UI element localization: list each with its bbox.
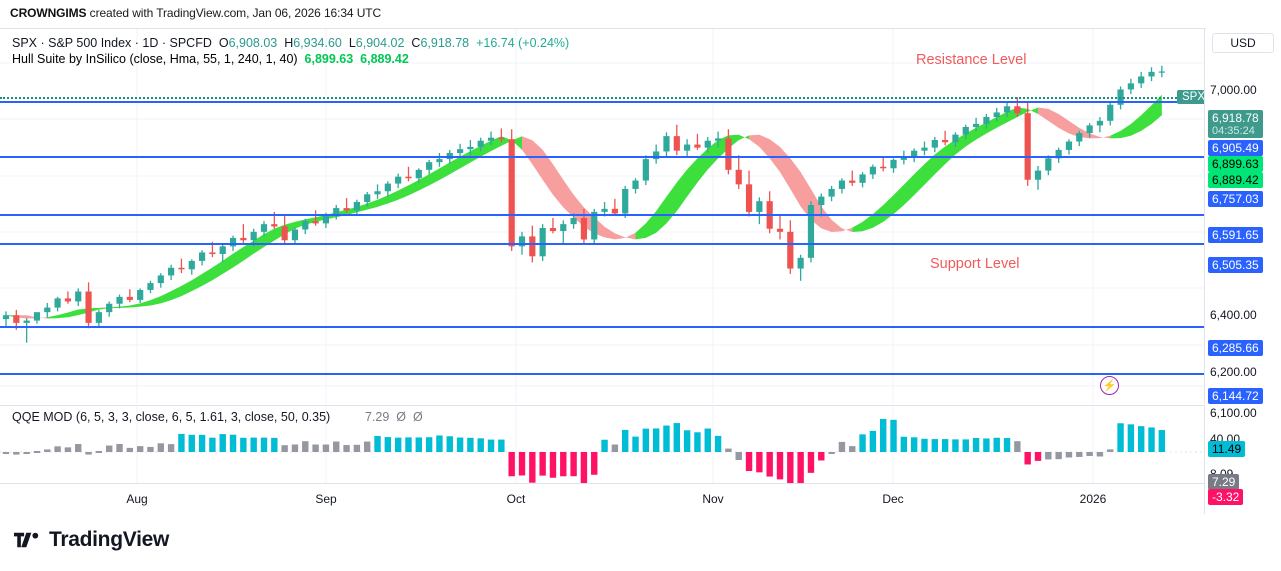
qqe-name: QQE MOD	[12, 410, 73, 424]
qqe-values: 7.29 Ø Ø	[365, 410, 423, 424]
symbol-legend[interactable]: SPX · S&P 500 Index · 1D · SPCFD O6,908.…	[12, 36, 570, 50]
hull-indicator-name: Hull Suite by InSilico	[12, 52, 126, 66]
legend-close-value: 6,918.78	[420, 36, 470, 50]
candlestick-series	[2, 65, 1165, 343]
hull-suite-band	[6, 94, 1162, 319]
legend-high-label: H	[284, 36, 294, 50]
legend-low-label: L	[348, 36, 356, 50]
qqe-value: 7.29	[365, 410, 390, 424]
legend-interval: 1D	[142, 36, 159, 50]
legend-close-label: C	[411, 36, 421, 50]
legend-high-value: 6,934.60	[293, 36, 342, 50]
price-pill-650535[interactable]: 6,505.35	[1208, 257, 1263, 273]
tradingview-mark-icon	[14, 532, 39, 548]
price-pill-688942[interactable]: 6,889.42	[1208, 172, 1263, 188]
time-tick-aug: Aug	[126, 492, 148, 506]
level-line-628566[interactable]	[0, 326, 1204, 328]
time-tick-dec: Dec	[882, 492, 904, 506]
support-level-annotation: Support Level	[930, 256, 1020, 272]
resistance-level-annotation: Resistance Level	[916, 52, 1027, 68]
level-line-675703[interactable]	[0, 156, 1204, 158]
price-pill-689963[interactable]: 6,899.63	[1208, 156, 1263, 172]
price-tick: 6,100.00	[1210, 406, 1257, 420]
hull-value-2: 6,889.42	[360, 52, 409, 66]
legend-symbol: SPX	[12, 36, 38, 50]
price-pill-628566[interactable]: 6,285.66	[1208, 340, 1263, 356]
price-pill-675703[interactable]: 6,757.03	[1208, 191, 1263, 207]
hull-value-1: 6,899.63	[304, 52, 354, 66]
price-pill-691878[interactable]: 6,918.78 04:35:24	[1208, 110, 1263, 138]
chart-frame: SPX · S&P 500 Index · 1D · SPCFD O6,908.…	[0, 28, 1281, 514]
time-tick-sep: Sep	[315, 492, 337, 506]
legend-change: +16.74 (+0.24%)	[476, 36, 570, 50]
legend-exchange: SPCFD	[169, 36, 212, 50]
price-tick: 6,400.00	[1210, 308, 1257, 322]
level-line-659165[interactable]	[0, 214, 1204, 216]
qqe-legend[interactable]: QQE MOD (6, 5, 3, 3, close, 6, 5, 1.61, …	[12, 410, 330, 424]
spx-price-line-tag: SPX	[1177, 90, 1204, 104]
level-line-690549[interactable]	[0, 101, 1204, 103]
lightning-bolt-icon[interactable]: ⚡	[1100, 376, 1119, 395]
qqe-mod-pane[interactable]: QQE MOD (6, 5, 3, 3, close, 6, 5, 1.61, …	[0, 405, 1205, 483]
hull-indicator-params: (close, Hma, 55, 1, 240, 1, 40)	[129, 52, 298, 66]
time-tick-nov: Nov	[702, 492, 724, 506]
price-axis[interactable]: USD 7,000.006,400.006,200.006,100.006,30…	[1206, 28, 1281, 513]
indicator-legend-hull[interactable]: Hull Suite by InSilico (close, Hma, 55, …	[12, 52, 409, 66]
price-pill-1149[interactable]: 11.49	[1208, 441, 1246, 457]
price-tick: 6,200.00	[1210, 365, 1257, 379]
legend-open-label: O	[218, 36, 229, 50]
attribution-text: created with TradingView.com, Jan 06, 20…	[89, 6, 382, 20]
tradingview-wordmark: TradingView	[49, 528, 170, 551]
current-price-dotted-line	[0, 97, 1204, 99]
time-tick-oct: Oct	[506, 492, 526, 506]
level-line-650535[interactable]	[0, 243, 1204, 245]
qqe-empty-1: Ø	[396, 410, 407, 424]
price-pill-614472[interactable]: 6,144.72	[1208, 388, 1263, 404]
price-pill-332[interactable]: -3.32	[1208, 489, 1244, 505]
currency-label[interactable]: USD	[1212, 33, 1274, 53]
price-pill-690549[interactable]: 6,905.49	[1208, 140, 1263, 156]
qqe-params: (6, 5, 3, 3, close, 6, 5, 1.61, 3, close…	[75, 410, 331, 424]
price-tick: 7,000.00	[1210, 83, 1257, 97]
main-price-pane[interactable]: SPX · S&P 500 Index · 1D · SPCFD O6,908.…	[0, 29, 1205, 404]
main-gridlines	[0, 29, 1204, 404]
price-pill-659165[interactable]: 6,591.65	[1208, 227, 1263, 243]
level-line-614472[interactable]	[0, 373, 1204, 375]
legend-open-value: 6,908.03	[228, 36, 278, 50]
legend-low-value: 6,904.02	[355, 36, 405, 50]
attribution-line: CROWNGIMS created with TradingView.com, …	[10, 6, 381, 20]
tradingview-logo: TradingView	[14, 528, 169, 552]
price-pill-729[interactable]: 7.29	[1208, 474, 1240, 490]
qqe-empty-2: Ø	[412, 410, 423, 424]
attribution-author: CROWNGIMS	[10, 6, 87, 20]
legend-description: S&P 500 Index	[48, 36, 132, 50]
time-tick-2026: 2026	[1079, 492, 1107, 506]
time-axis[interactable]: Aug Sep Oct Nov Dec 2026	[0, 483, 1205, 514]
